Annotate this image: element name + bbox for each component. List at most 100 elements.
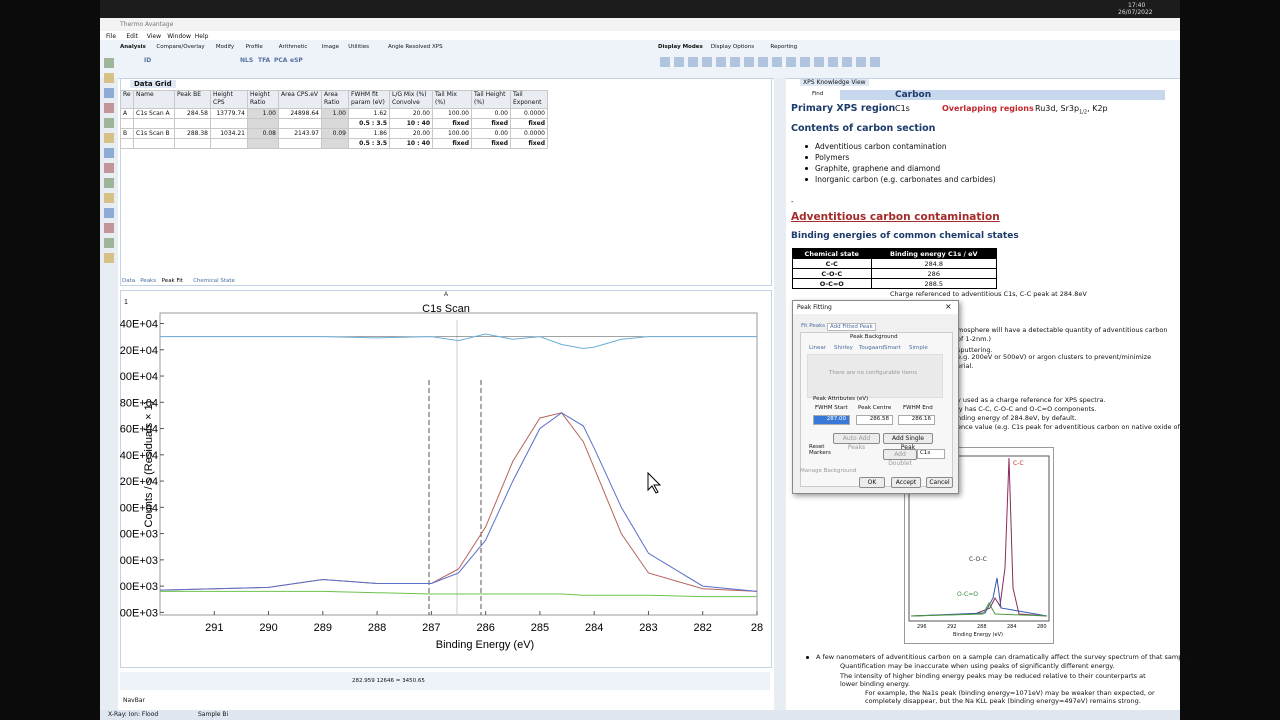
- tool-icon[interactable]: [800, 57, 810, 67]
- tool-icon[interactable]: [702, 57, 712, 67]
- grid-header[interactable]: Tail Exponent: [510, 90, 548, 109]
- field-input[interactable]: 286.58: [856, 415, 893, 425]
- find[interactable]: Find: [812, 91, 824, 97]
- menu-item[interactable]: Window: [167, 33, 191, 40]
- tool-icon[interactable]: [104, 178, 114, 188]
- cancel-button[interactable]: Cancel: [926, 477, 953, 488]
- grid-cell[interactable]: [210, 138, 248, 149]
- add-doublet-button[interactable]: Add Doublet: [883, 449, 917, 467]
- navbar[interactable]: NavBar: [123, 697, 145, 704]
- grid-view-tab[interactable]: Chemical State: [193, 278, 235, 284]
- grid-view-tab[interactable]: Data: [122, 278, 136, 284]
- tool-icon[interactable]: [104, 133, 114, 143]
- dialog-tab[interactable]: Fit Peaks: [801, 323, 826, 329]
- tool-icon[interactable]: [104, 208, 114, 218]
- tool-icon[interactable]: [758, 57, 768, 67]
- grid-header[interactable]: Height CPS: [210, 90, 248, 109]
- grid-header[interactable]: Height Ratio: [247, 90, 279, 109]
- grid-cell[interactable]: 1.00: [247, 108, 279, 119]
- tool-icon[interactable]: [104, 118, 114, 128]
- grid-cell[interactable]: [174, 138, 211, 149]
- grid-cell[interactable]: [278, 138, 322, 149]
- grid-view-tab[interactable]: Peaks: [140, 278, 157, 284]
- grid-cell[interactable]: 1.62: [348, 108, 390, 119]
- field-input[interactable]: 287.00: [813, 415, 850, 425]
- ribbon-tab[interactable]: Reporting: [770, 44, 798, 50]
- grid-cell[interactable]: [247, 138, 279, 149]
- grid-cell[interactable]: [133, 138, 175, 149]
- ribbon-tab[interactable]: Utilities: [348, 44, 369, 50]
- tool-icon[interactable]: [104, 88, 114, 98]
- tool-button[interactable]: eSP: [290, 57, 303, 64]
- grid-cell[interactable]: fixed: [510, 118, 548, 129]
- tool-icon[interactable]: [660, 57, 670, 67]
- grid-header[interactable]: Tail Mix (%): [432, 90, 472, 109]
- tool-button[interactable]: TFA: [258, 57, 271, 64]
- dialog-tab[interactable]: Add Fitted Peak: [827, 323, 876, 331]
- tool-icon[interactable]: [688, 57, 698, 67]
- grid-cell[interactable]: 0.00: [471, 108, 511, 119]
- close-button[interactable]: ×: [945, 302, 952, 311]
- grid-cell[interactable]: [321, 118, 349, 129]
- tool-icon[interactable]: [828, 57, 838, 67]
- grid-cell[interactable]: 1.86: [348, 128, 390, 139]
- grid-cell[interactable]: fixed: [432, 118, 472, 129]
- tool-icon[interactable]: [104, 103, 114, 113]
- grid-cell[interactable]: 20.00: [389, 108, 433, 119]
- grid-cell[interactable]: fixed: [510, 138, 548, 149]
- tool-button[interactable]: ID: [144, 57, 152, 64]
- grid-cell[interactable]: [210, 118, 248, 129]
- tool-icon[interactable]: [786, 57, 796, 67]
- grid-cell[interactable]: 24898.64: [278, 108, 322, 119]
- background-tab[interactable]: Smart: [884, 345, 901, 351]
- grid-cell[interactable]: fixed: [471, 138, 511, 149]
- grid-cell[interactable]: fixed: [432, 138, 472, 149]
- tool-icon[interactable]: [842, 57, 852, 67]
- tool-icon[interactable]: [104, 223, 114, 233]
- tool-icon[interactable]: [104, 58, 114, 68]
- ribbon-tab[interactable]: Image: [321, 44, 340, 50]
- tool-icon[interactable]: [744, 57, 754, 67]
- grid-header[interactable]: Area CPS.eV: [278, 90, 322, 109]
- grid-cell[interactable]: [321, 138, 349, 149]
- tool-icon[interactable]: [104, 148, 114, 158]
- grid-header[interactable]: Re: [120, 90, 134, 109]
- grid-cell[interactable]: 20.00: [389, 128, 433, 139]
- grid-cell[interactable]: 0.5 : 3.5: [348, 118, 390, 129]
- manage-background[interactable]: Manage Background: [800, 468, 857, 474]
- grid-cell[interactable]: C1s Scan A: [133, 108, 175, 119]
- menu-item[interactable]: File: [106, 33, 117, 40]
- tool-icon[interactable]: [856, 57, 866, 67]
- grid-cell[interactable]: C1s Scan B: [133, 128, 175, 139]
- grid-cell[interactable]: 0.5 : 3.5: [348, 138, 390, 149]
- grid-cell[interactable]: [174, 118, 211, 129]
- grid-cell[interactable]: 288.38: [174, 128, 211, 139]
- grid-cell[interactable]: 0.0000: [510, 108, 548, 119]
- grid-cell[interactable]: 1034.21: [210, 128, 248, 139]
- tool-button[interactable]: NLS: [240, 57, 254, 64]
- ribbon-tab[interactable]: Profile: [245, 44, 263, 50]
- accept-button[interactable]: Accept: [891, 477, 921, 488]
- tool-icon[interactable]: [772, 57, 782, 67]
- grid-cell[interactable]: 1.00: [321, 108, 349, 119]
- grid-cell[interactable]: 0.00: [471, 128, 511, 139]
- tool-icon[interactable]: [104, 193, 114, 203]
- grid-cell[interactable]: 0.08: [247, 128, 279, 139]
- tool-button[interactable]: PCA: [274, 57, 288, 64]
- grid-cell[interactable]: 0.0000: [510, 128, 548, 139]
- ribbon-tab[interactable]: Compare/Overlay: [156, 44, 205, 50]
- grid-header[interactable]: FWHM fit param (eV): [348, 90, 390, 109]
- tool-icon[interactable]: [814, 57, 824, 67]
- tool-icon[interactable]: [104, 238, 114, 248]
- ribbon-tab[interactable]: Display Modes: [658, 44, 703, 50]
- grid-cell[interactable]: 0.09: [321, 128, 349, 139]
- tool-icon[interactable]: [104, 73, 114, 83]
- ribbon-tab[interactable]: Angle Resolved XPS: [388, 44, 443, 50]
- menu-item[interactable]: View: [146, 33, 162, 40]
- add-single-button[interactable]: Add Single Peak: [883, 433, 933, 451]
- background-tab[interactable]: Simple: [909, 345, 928, 351]
- grid-header[interactable]: L/G Mix (%) Convolve: [389, 90, 433, 109]
- grid-cell[interactable]: [247, 118, 279, 129]
- data-grid-tab[interactable]: Data Grid: [130, 80, 176, 88]
- background-tab[interactable]: Shirley: [834, 345, 853, 351]
